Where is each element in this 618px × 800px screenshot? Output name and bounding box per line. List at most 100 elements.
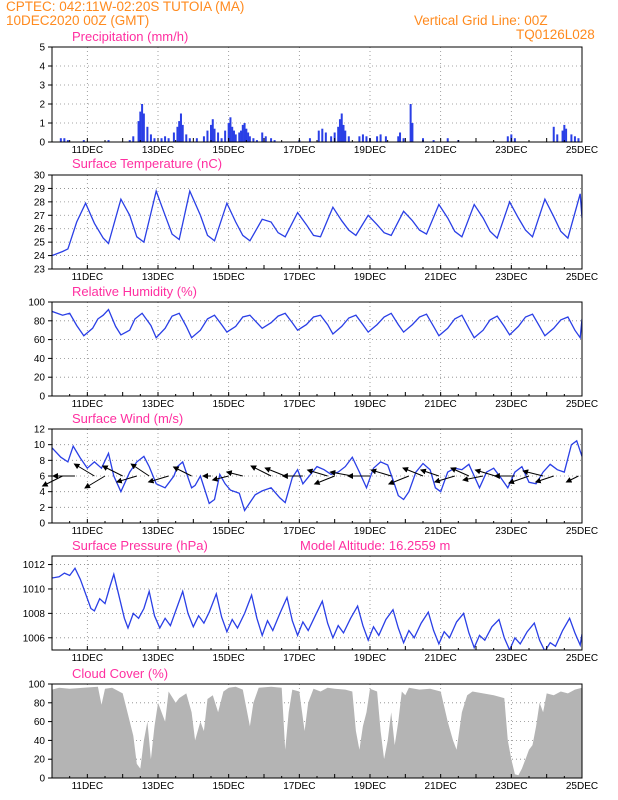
precip-data [59,104,580,142]
precip-bar [561,130,564,142]
precip-bar [139,111,142,142]
precip-bar [513,138,516,142]
precip-bar [179,113,182,142]
temp-series-line [52,188,582,257]
precip-bar [227,123,230,142]
precip-bar [210,124,212,142]
temp-xtick-label: 25DEC [566,272,598,283]
humidity-xtick-label: 19DEC [354,399,386,410]
precip-bar [241,124,244,142]
temp-ytick-label: 27 [34,211,46,222]
precip-bar [556,134,559,142]
wind-vector-arrow [419,468,440,477]
pressure-frame [51,555,583,651]
header-grid-note: Vertical Grid Line: 00Z [414,13,548,28]
precip-bar [317,130,320,142]
cloud-xtick-label: 21DEC [425,781,457,792]
temp-title: Surface Temperature (nC) [72,156,222,171]
cloud-cover-area [52,686,582,778]
humidity-xtick-label: 17DEC [283,399,315,410]
humidity-xtick-label: 23DEC [495,399,527,410]
wind-title: Surface Wind (m/s) [72,411,183,426]
precip-bar [142,113,145,142]
precip-bar [409,104,412,142]
cloud-xtick-label: 25DEC [566,781,598,792]
temp-ytick-label: 29 [34,184,46,195]
temp-xtick-label: 13DEC [142,272,174,283]
precip-bar [365,136,368,142]
humidity-xtick-label: 11DEC [72,399,104,410]
cloud-xtick-label: 15DEC [213,781,245,792]
precip-bar [565,128,568,142]
pressure-xtick-label: 17DEC [283,653,315,664]
cloud-xtick-label: 13DEC [142,781,174,792]
precip-bar [185,134,188,142]
precip-bar [342,124,345,142]
humidity-title: Relative Humidity (%) [72,284,197,299]
precip-bar [573,136,576,142]
pressure-xtick-label: 11DEC [72,653,104,664]
precip-bar [570,134,573,142]
precip-bar [411,123,414,142]
precip-bar [238,132,241,142]
humidity-ytick-label: 20 [34,373,46,384]
header-code: TQ0126L028 [516,27,595,42]
pressure-ytick-label: 1010 [23,584,46,595]
cloud-ytick-label: 20 [34,755,46,766]
precip-bar [149,134,152,142]
precip-ytick-label: 0 [39,138,45,149]
wind-vector-arrow [565,475,579,483]
wind-vector-arrow [115,475,137,484]
wind-xtick-label: 15DEC [213,526,245,537]
wind-xtick-label: 11DEC [72,526,104,537]
cloud-ytick-label: 100 [28,680,45,691]
wind-vector-arrow [462,475,484,482]
precip-bar [128,140,131,142]
humidity-panel: Relative Humidity (%) 0 20 40 60 80 100 11DEC 13… [28,284,598,410]
precip-bar [220,138,223,142]
header-location: CPTEC: 042:11W-02:20S TUTOIA (MA) [6,0,245,14]
precip-xtick-label: 25DEC [566,145,598,156]
pressure-xtick-label: 13DEC [142,653,174,664]
wind-ytick-label: 12 [34,425,46,436]
wind-vector-arrow [522,469,544,477]
precip-bar [264,136,267,142]
precip-bar [333,132,336,142]
precip-bar [446,138,449,142]
wind-ytick-label: 0 [39,519,45,530]
temp-xtick-label: 21DEC [425,272,457,283]
precip-bar [188,138,191,142]
pressure-annotation: Model Altitude: 16.2559 m [300,538,450,553]
precip-ytick-label: 5 [39,43,45,54]
precip-bar [107,140,110,142]
wind-xtick-label: 21DEC [425,526,457,537]
precip-xtick-label: 19DEC [354,145,386,156]
pressure-title: Surface Pressure (hPa) [72,538,208,553]
precip-bar [361,134,364,142]
wind-vector-arrow [130,463,150,477]
precip-bar [132,136,135,142]
wind-vector-arrow [147,475,169,484]
precip-bar [273,140,276,142]
precip-bar [195,138,198,142]
wind-vector-arrow [370,468,392,477]
pressure-ytick-label: 1006 [23,633,46,644]
temp-ytick-label: 25 [34,238,46,249]
precip-bar [402,138,405,142]
precip-bar [379,134,382,142]
precip-bar [229,117,232,142]
precip-bar [399,132,402,142]
precip-bar [577,138,580,142]
precip-bar [181,124,184,142]
precip-bar [321,128,324,142]
precip-bar [137,121,140,142]
wind-panel: Surface Wind (m/s) 0 2 4 6 8 10 12 11DEC 13DEC 15D… [34,411,598,537]
wind-vector-arrow [306,468,328,477]
precip-ytick-label: 4 [39,62,45,73]
precip-panel: Precipitation (mm/h) 0 1 2 3 4 5 11DEC 13DEC 15DE… [39,29,598,156]
precip-bar [344,130,347,142]
cloud-ytick-label: 40 [34,736,46,747]
pressure-xtick-label: 23DEC [495,653,527,664]
pressure-xtick-label: 19DEC [354,653,386,664]
precip-bar [231,126,234,142]
